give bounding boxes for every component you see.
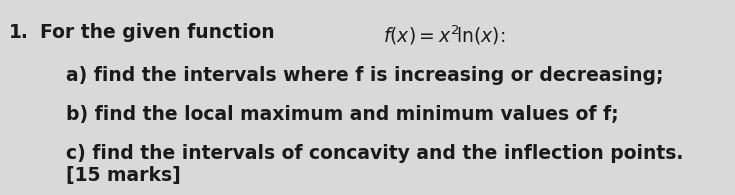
Text: [15 marks]: [15 marks] xyxy=(66,166,181,185)
Text: b) find the local maximum and minimum values of f;: b) find the local maximum and minimum va… xyxy=(66,105,619,124)
Text: For the given function: For the given function xyxy=(40,23,282,42)
Text: a) find the intervals where f is increasing or decreasing;: a) find the intervals where f is increas… xyxy=(66,66,664,85)
Text: 1.: 1. xyxy=(9,23,29,42)
Text: c) find the intervals of concavity and the inflection points.: c) find the intervals of concavity and t… xyxy=(66,144,684,163)
Text: $f(x) = x^{2}\!\ln(x)$:: $f(x) = x^{2}\!\ln(x)$: xyxy=(384,23,506,47)
